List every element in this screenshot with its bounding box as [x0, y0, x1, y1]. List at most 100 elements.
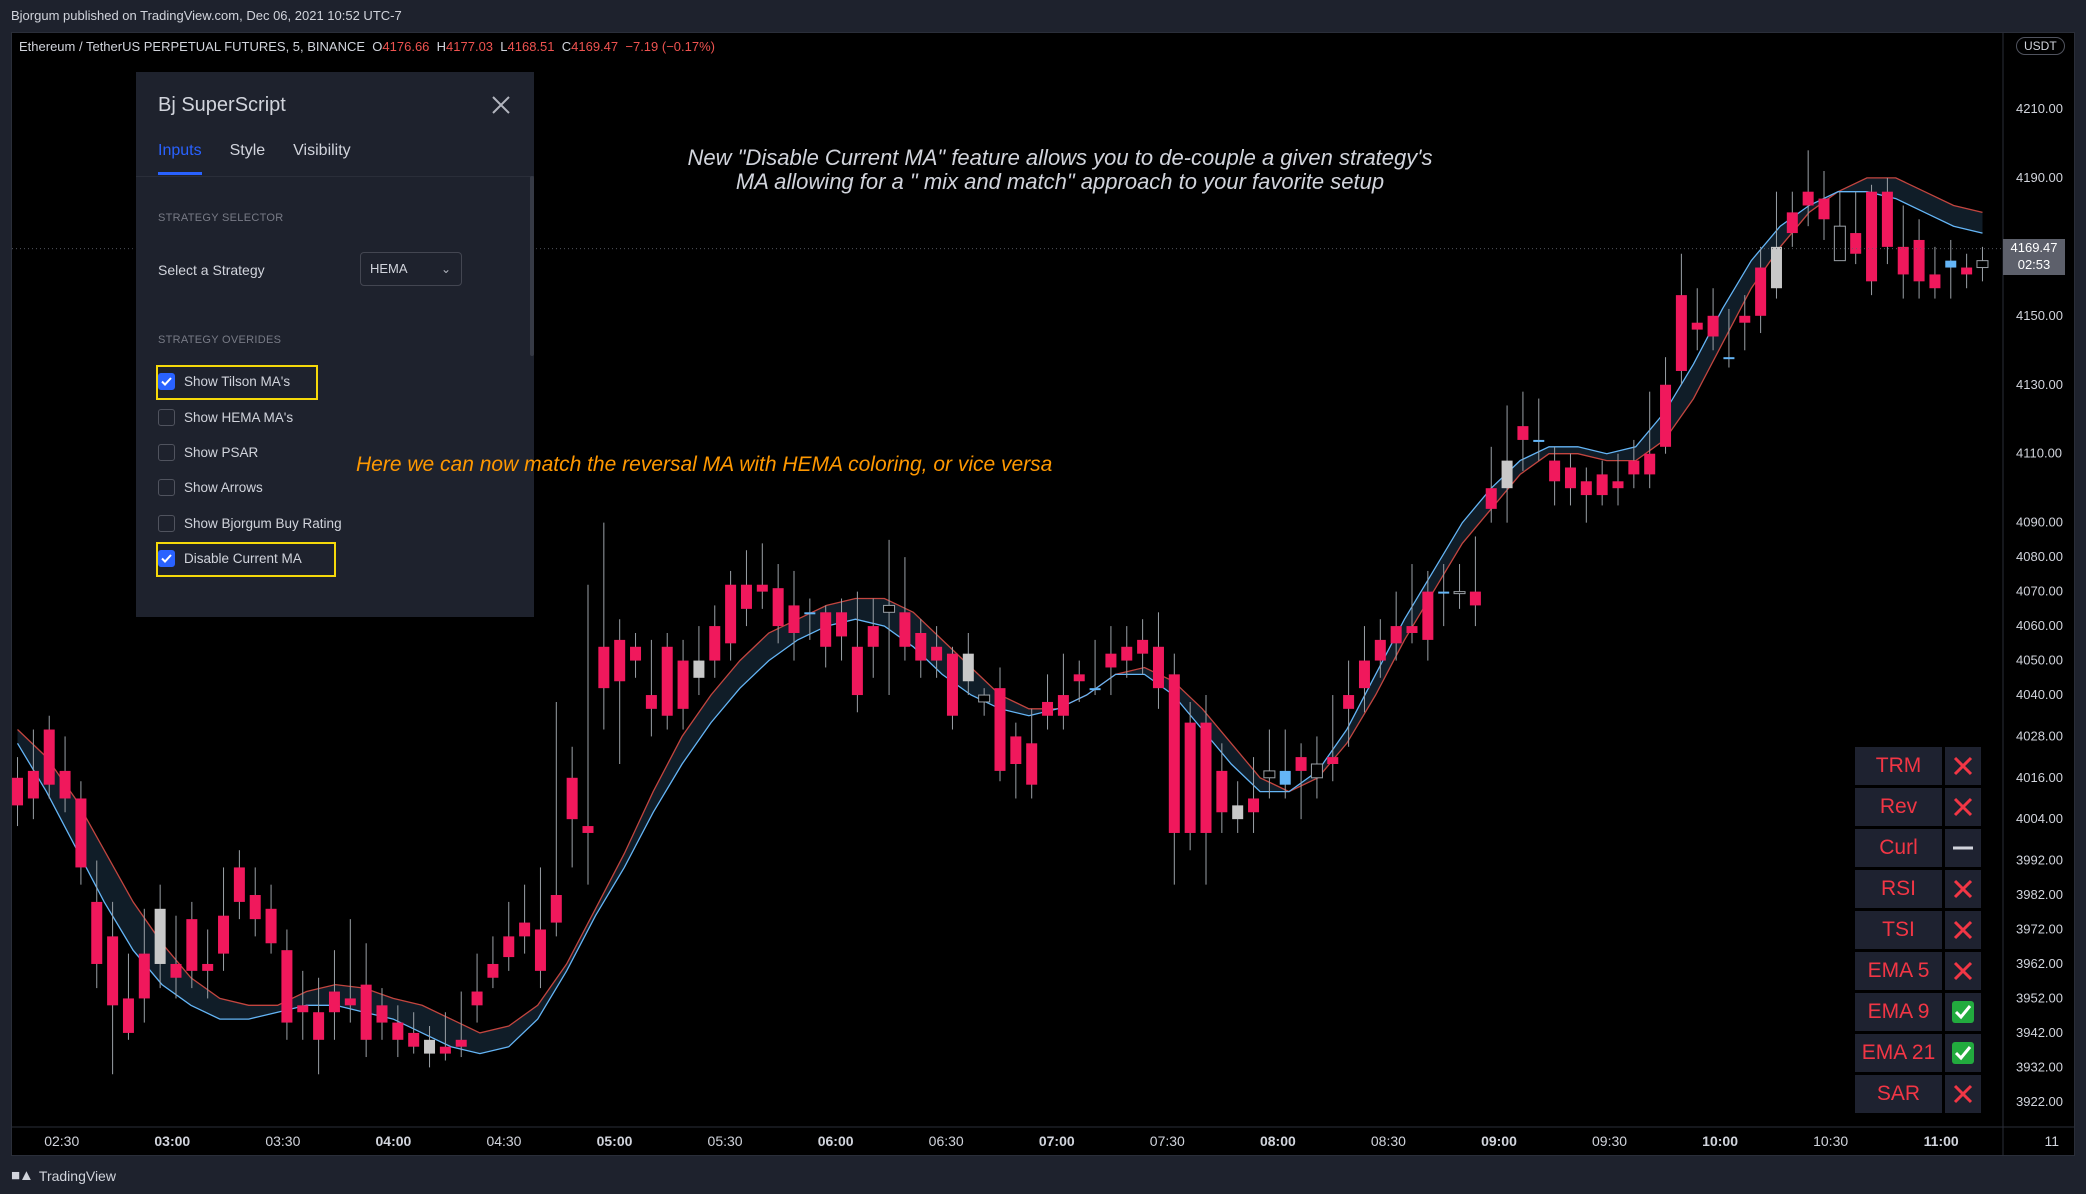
candle-body	[1833, 225, 1846, 262]
y-tick-label: 4070.00	[2016, 584, 2063, 599]
check-icon	[1945, 1034, 1981, 1072]
candle-body	[1549, 460, 1561, 482]
candle-body	[788, 605, 800, 633]
dash-icon	[1945, 829, 1981, 867]
candle-body	[107, 936, 119, 1006]
candle-body	[946, 653, 958, 716]
checkbox-empty-icon[interactable]	[158, 409, 175, 426]
checkbox-show-arrows[interactable]: Show Arrows	[158, 479, 263, 496]
checkbox-empty-icon[interactable]	[158, 515, 175, 532]
tab-style[interactable]: Style	[229, 142, 266, 159]
dialog-scrollbar[interactable]	[530, 176, 534, 356]
checkbox-disable-current-ma[interactable]: Disable Current MA	[158, 550, 302, 567]
candle-body	[281, 950, 293, 1023]
candle-body	[1929, 274, 1941, 289]
y-tick-label: 4028.00	[2016, 728, 2063, 743]
strategy-select[interactable]: HEMA ⌄	[360, 252, 462, 286]
candle-body	[1976, 260, 1989, 269]
candle-body	[851, 646, 863, 696]
checkbox-label: Show HEMA MA's	[184, 410, 294, 425]
candle-body	[978, 694, 991, 703]
candle-body	[1374, 639, 1386, 661]
tradingview-brand[interactable]: ■▲ TradingView	[11, 1167, 116, 1184]
cross-icon	[1945, 911, 1981, 949]
brand-name: TradingView	[38, 1167, 116, 1184]
checkbox-show-buy-rating[interactable]: Show Bjorgum Buy Rating	[158, 515, 342, 532]
y-tick-label: 3922.00	[2016, 1094, 2063, 1109]
candle-body	[170, 963, 182, 978]
signal-label: TRM	[1855, 747, 1942, 785]
candle-body	[313, 1012, 325, 1040]
candle-body	[1406, 626, 1418, 633]
candle-body	[598, 646, 610, 689]
candle-body	[1453, 591, 1466, 595]
currency-badge[interactable]: USDT	[2016, 37, 2065, 55]
candle-body	[1786, 212, 1798, 234]
checkbox-empty-icon[interactable]	[158, 444, 175, 461]
candle-body	[503, 936, 515, 958]
x-tick-label: 09:30	[1592, 1133, 1627, 1149]
candle-body	[1691, 322, 1703, 330]
candle-body	[1010, 736, 1022, 764]
tab-visibility[interactable]: Visibility	[293, 142, 351, 159]
candle-body	[1612, 481, 1624, 489]
checkbox-label: Show Bjorgum Buy Rating	[184, 516, 342, 531]
signal-row: Curl	[1855, 829, 1981, 867]
cross-icon	[1945, 788, 1981, 826]
close-label: C	[561, 39, 572, 54]
candle-body	[1580, 481, 1592, 496]
candle-body	[1422, 591, 1434, 640]
checkbox-checked-icon[interactable]	[158, 373, 175, 390]
candle-body	[1200, 722, 1212, 833]
candle-body	[1184, 722, 1196, 833]
x-tick-label: 10:30	[1813, 1133, 1848, 1149]
candle-body	[1327, 757, 1339, 764]
candle-body	[1755, 267, 1767, 316]
low-value: 4168.51	[507, 39, 555, 54]
candle-body	[154, 908, 166, 964]
candle-body	[677, 660, 689, 709]
y-tick-label: 4004.00	[2016, 811, 2063, 826]
candle-body	[1770, 246, 1782, 289]
candle-body	[328, 991, 340, 1013]
signal-row: Rev	[1855, 788, 1981, 826]
y-tick-label: 3942.00	[2016, 1025, 2063, 1040]
checkbox-empty-icon[interactable]	[158, 479, 175, 496]
checkbox-show-tilson[interactable]: Show Tilson MA's	[158, 373, 290, 390]
candle-body	[1295, 757, 1307, 771]
feature-annotation-line2: MA allowing for a " mix and match" appro…	[735, 169, 1385, 194]
signal-label: TSI	[1855, 911, 1942, 949]
close-icon[interactable]	[490, 94, 512, 116]
checkbox-show-hema[interactable]: Show HEMA MA's	[158, 409, 293, 426]
candle-body	[899, 612, 911, 647]
candle-body	[1438, 591, 1450, 594]
y-tick-label: 4080.00	[2016, 549, 2063, 564]
signal-label: EMA 21	[1855, 1034, 1942, 1072]
tradingview-logo-icon: ■▲	[11, 1167, 34, 1184]
candle-body	[1168, 674, 1180, 833]
checkbox-label: Show Arrows	[184, 480, 263, 495]
candle-body	[487, 963, 499, 978]
signal-label: EMA 5	[1855, 952, 1942, 990]
checkbox-checked-icon[interactable]	[158, 550, 175, 567]
candle-body	[550, 895, 562, 923]
candle-body	[1881, 191, 1893, 247]
x-tick-label: 02:30	[44, 1133, 79, 1149]
candle-body	[408, 1032, 420, 1047]
candle-body	[1105, 653, 1117, 668]
publisher-bar: Bjorgum published on TradingView.com, De…	[0, 0, 2086, 32]
candle-body	[1089, 688, 1101, 691]
candle-body	[1310, 763, 1323, 779]
tab-inputs[interactable]: Inputs	[158, 142, 202, 175]
last-price-value: 4169.47	[2010, 240, 2058, 255]
candle-body	[471, 991, 483, 1006]
candle-body	[693, 660, 705, 678]
candle-body	[455, 1039, 467, 1047]
candle-body	[12, 777, 24, 806]
cross-icon	[1945, 870, 1981, 908]
candle-body	[297, 1005, 309, 1013]
last-price-tag: 4169.47 02:53	[2003, 239, 2065, 275]
checkbox-show-psar[interactable]: Show PSAR	[158, 444, 258, 461]
candle-body	[582, 826, 594, 833]
